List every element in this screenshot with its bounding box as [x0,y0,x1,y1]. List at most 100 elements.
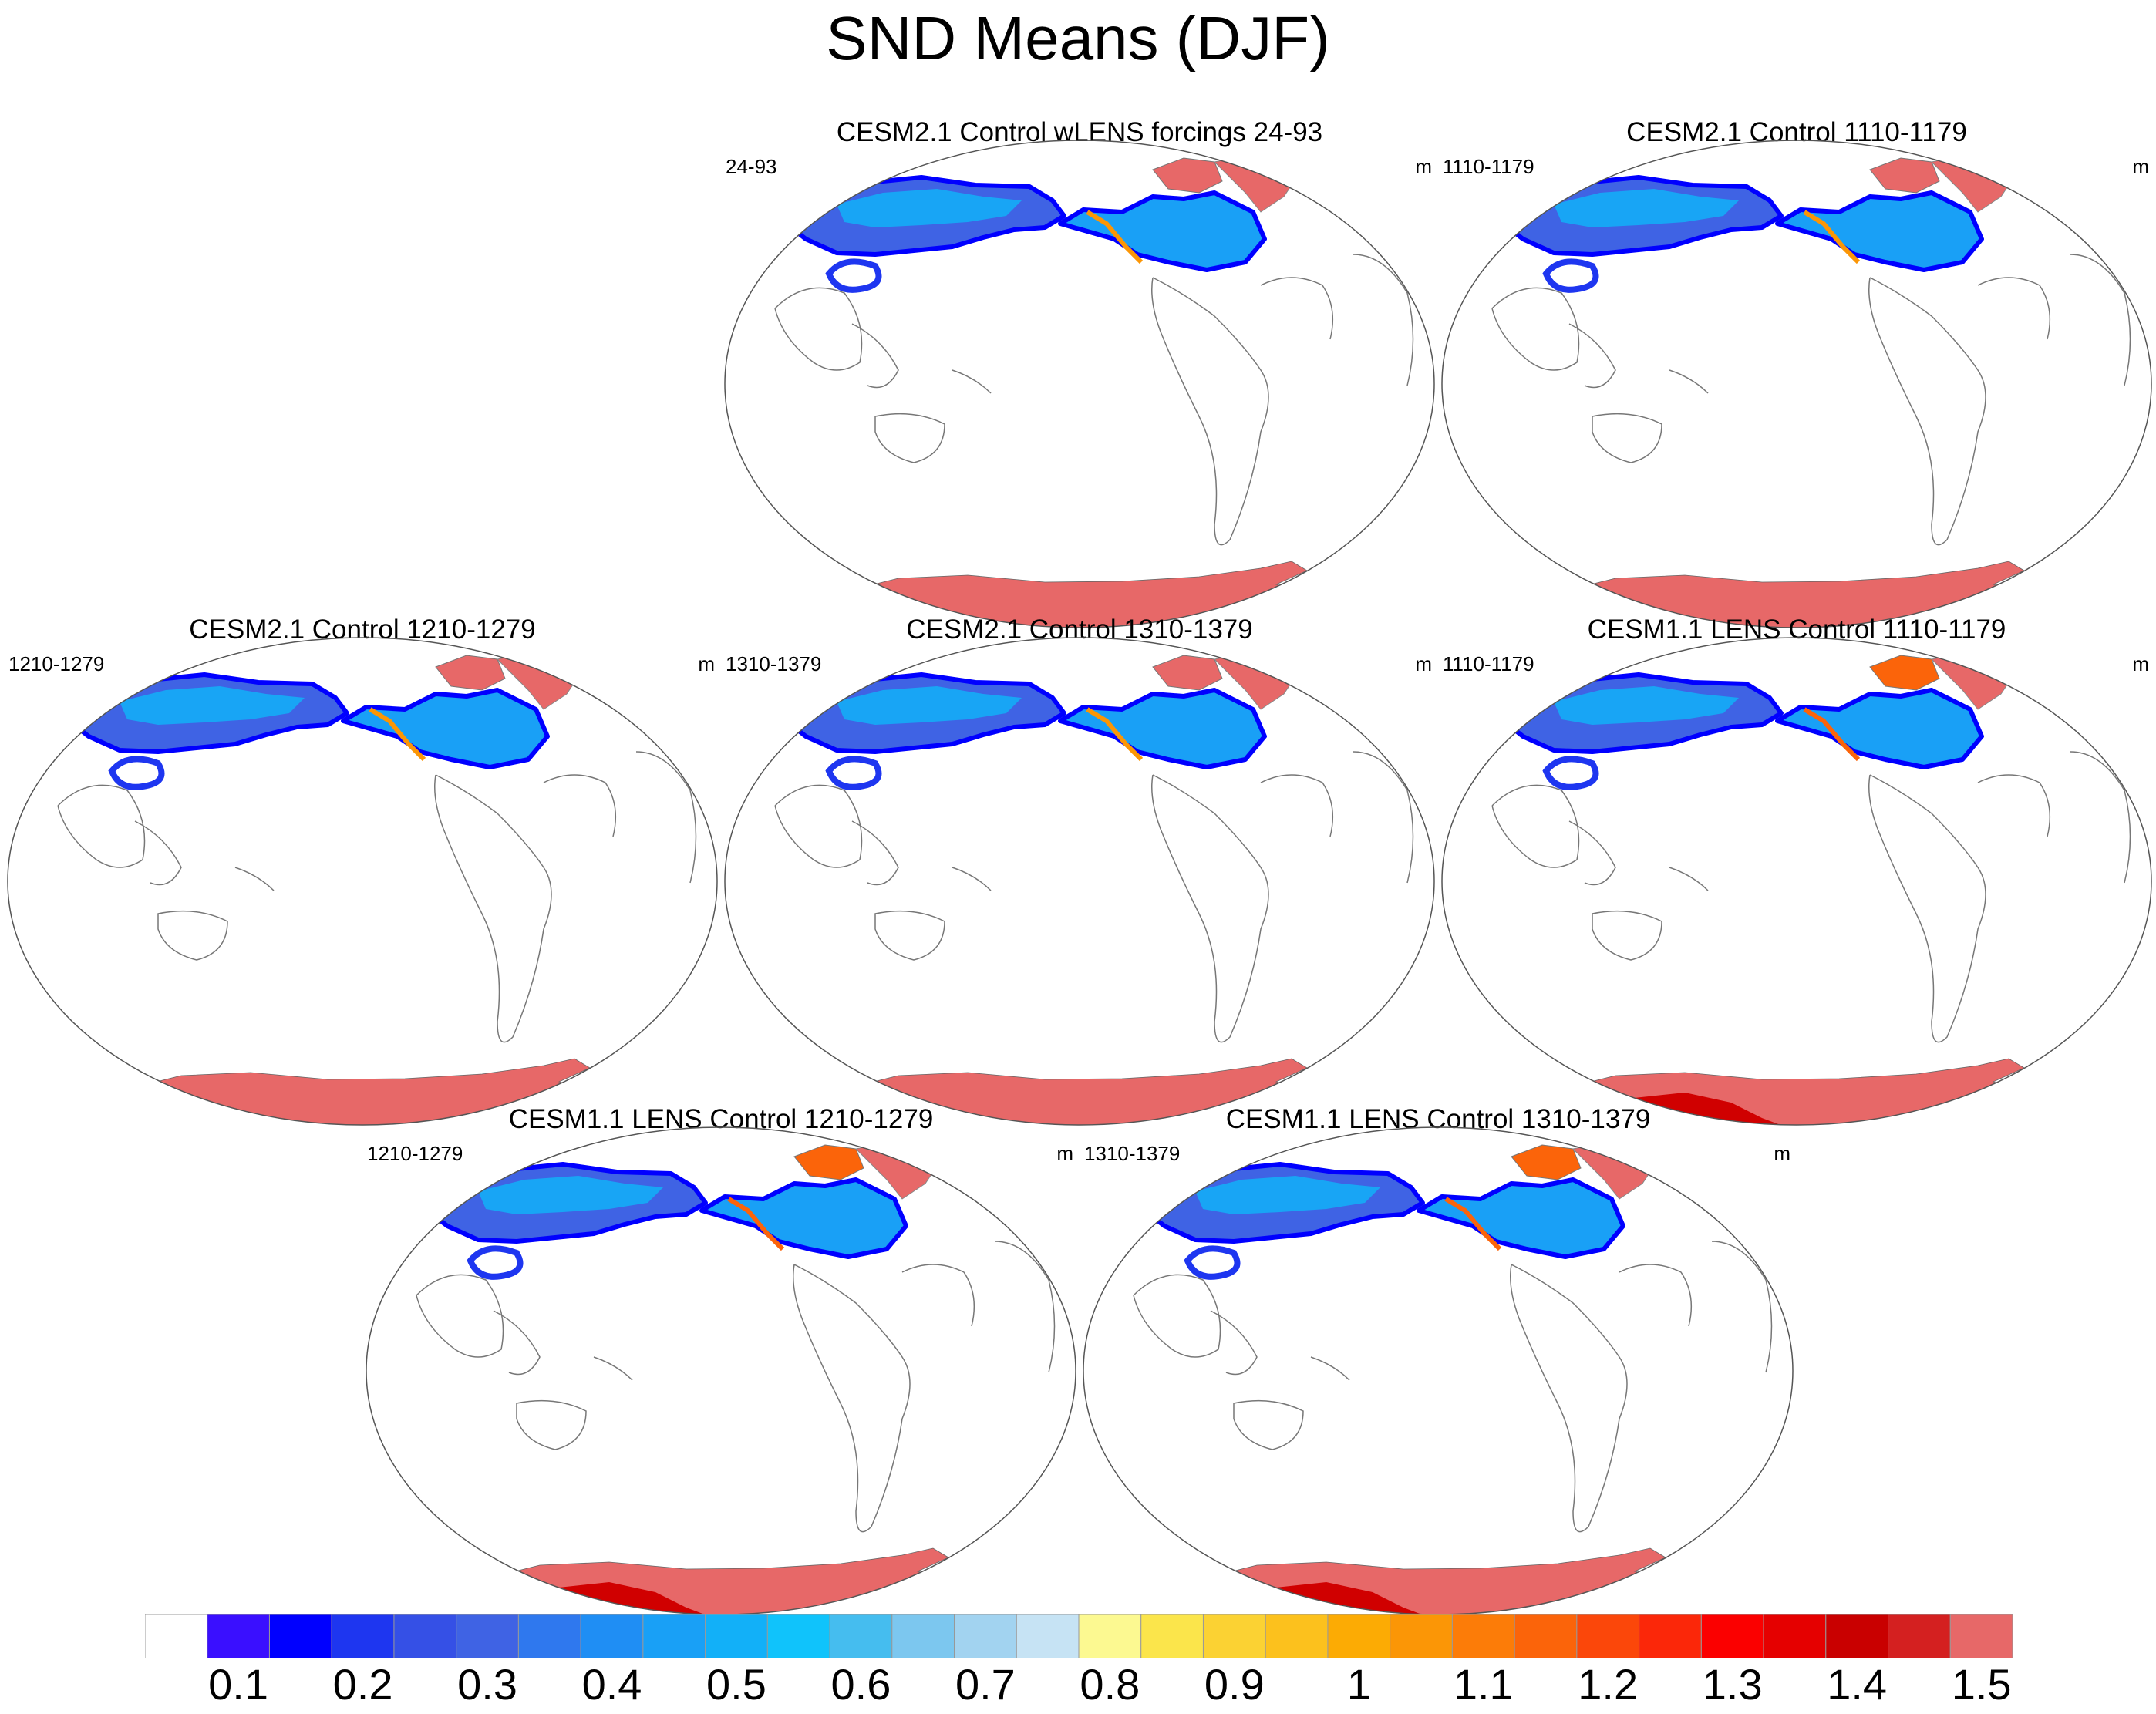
coastline [1260,277,1334,340]
coastline [1669,369,1709,394]
colorbar-tick-label: 0.2 [332,1660,393,1709]
north-america-snow [1058,688,1267,769]
map-content [1491,651,2131,1125]
coastline [1711,1241,1773,1373]
coastline [1233,1399,1304,1450]
antarctica-snow [1194,1547,1759,1615]
arctic-archipelago-snow [1869,655,1940,691]
map-content [1133,1140,1773,1615]
coastline [1510,1264,1628,1533]
coastline [234,867,275,891]
coastline [516,1399,587,1450]
unit-label: m [1056,1142,1073,1165]
coastline [1977,774,2051,837]
colorbar-swatch [1451,1614,1515,1658]
coastline [874,413,945,463]
coastline [493,1310,541,1376]
colorbar-tick-label: 0.9 [1204,1660,1265,1709]
coastline [874,910,945,961]
period-label: 1210-1279 [8,652,105,675]
figure-title: SND Means (DJF) [826,4,1330,72]
tibet-snow [1184,1245,1241,1280]
colorbar-swatch [517,1614,581,1658]
europe-snow [1353,170,1400,204]
panel-title: CESM1.1 LENS Control 1210-1279 [508,1104,934,1134]
arctic-archipelago-snow [1152,655,1223,691]
period-label: 1310-1379 [1084,1142,1181,1165]
eurasia-snow-core [1554,686,1739,725]
unit-label: m [698,652,715,675]
map-svg [724,140,1435,628]
colorbar-tick-label: 0.5 [706,1660,766,1709]
colorbar-swatch [1265,1614,1329,1658]
arctic-archipelago-snow [793,1144,864,1180]
colorbar-swatch [1327,1614,1391,1658]
north-america-snow [1775,190,1984,272]
colorbar-swatch [891,1614,955,1658]
map-border [724,140,1435,628]
coastline [1353,254,1414,386]
rockies-snow [1803,210,1861,264]
panel-title: CESM1.1 LENS Control 1110-1179 [1587,615,2006,645]
arctic-archipelago-snow [1869,157,1940,194]
period-label: 1110-1179 [1443,652,1534,675]
colorbar-tick-label: 1.5 [1951,1660,2012,1709]
coastline [793,1264,911,1533]
colorbar-swatch [766,1614,830,1658]
map-svg [1441,637,2152,1126]
europe-snow [2070,667,2117,702]
coastline [635,751,697,884]
colorbar [145,1614,2013,1658]
north-america-snow [341,688,550,769]
coastline [1619,1264,1693,1327]
colorbar-tick-label: 1.3 [1702,1660,1763,1709]
coastline [57,784,146,868]
map-border [1441,140,2152,628]
rockies-snow [1444,1197,1502,1251]
antarctica-snow [477,1547,1042,1615]
tibet-snow [467,1245,524,1280]
colorbar-tick-label: 0.3 [457,1660,517,1709]
unit-label: m [1774,1142,1790,1165]
arctic-archipelago-snow [1152,157,1223,194]
colorbar-swatch [1078,1614,1142,1658]
coastline [1151,774,1269,1043]
map-svg [7,637,718,1126]
map-svg [724,637,1435,1126]
colorbar-swatch [642,1614,706,1658]
map-content [774,153,1414,628]
north-america-snow [1417,1177,1625,1259]
tibet-snow [1542,756,1599,790]
map-panel: CESM2.1 Control 1310-1379 1310-1379 m [721,613,1438,1130]
north-america-snow [699,1177,908,1259]
europe-snow [1712,1157,1758,1191]
rockies-snow [727,1197,785,1251]
period-label: 1310-1379 [726,652,822,675]
colorbar-swatch [1825,1614,1889,1658]
arctic-archipelago-snow [435,655,506,691]
coastline [416,1274,504,1358]
coastline [593,1356,633,1381]
colorbar-swatch [1700,1614,1764,1658]
eurasia-snow-core [120,686,305,725]
coastline [851,820,899,886]
unit-label: m [2132,155,2149,178]
colorbar-swatch [207,1614,270,1658]
map-svg [1083,1126,1794,1615]
rockies-snow [369,707,426,762]
colorbar-swatch [1763,1614,1827,1658]
coastline [1151,277,1269,546]
colorbar-tick-label: 1.2 [1578,1660,1639,1709]
tibet-snow [825,756,882,790]
panel-title: CESM2.1 Control 1310-1379 [906,615,1253,645]
map-content [57,651,697,1125]
unit-label: m [1415,652,1432,675]
colorbar-swatch [705,1614,768,1658]
panel-title: CESM2.1 Control wLENS forcings 24-93 [836,117,1323,147]
coastline [1592,910,1662,961]
eurasia-snow-core [837,189,1022,227]
colorbar-tick-label: 0.8 [1080,1660,1140,1709]
colorbar-swatch [145,1614,208,1658]
coastline [1977,277,2051,340]
coastline [434,774,552,1043]
